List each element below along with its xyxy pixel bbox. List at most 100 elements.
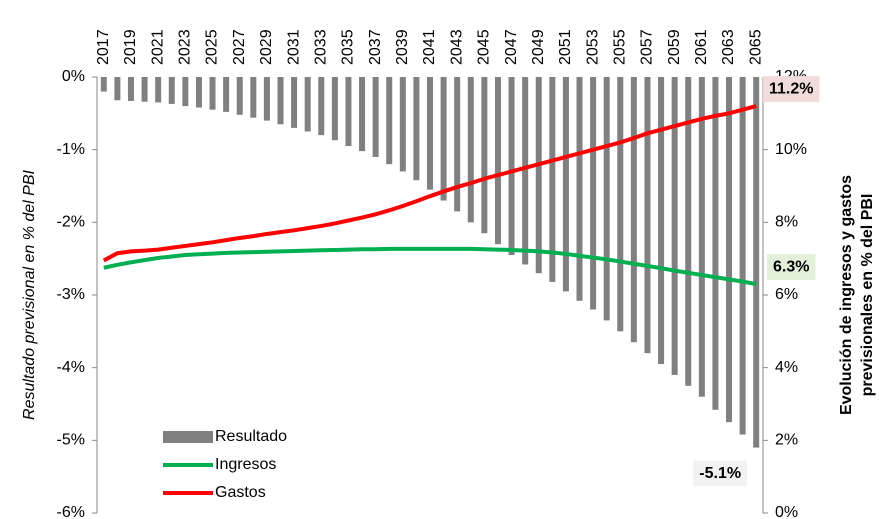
y-tick-label: -5% <box>57 432 85 449</box>
y-tick-label: -2% <box>57 214 85 231</box>
y2-tick-label: 4% <box>775 359 798 376</box>
y2-axis-title: previsionales en % del PBI <box>859 194 876 397</box>
bar <box>263 77 270 121</box>
bar <box>644 77 651 354</box>
x-tick-label: 2065 <box>747 29 764 65</box>
x-tick-label: 2017 <box>95 29 112 65</box>
x-tick-label: 2045 <box>476 29 493 65</box>
bar <box>467 77 474 223</box>
x-tick-label: 2021 <box>149 29 166 65</box>
x-tick-label: 2029 <box>258 29 275 65</box>
bar <box>345 77 352 147</box>
line <box>103 246 757 287</box>
bar <box>753 77 760 448</box>
bar <box>630 77 637 343</box>
bar <box>617 77 624 332</box>
bar <box>236 77 243 115</box>
line <box>102 104 757 263</box>
y-tick-label: -1% <box>57 141 85 158</box>
bar <box>318 77 325 136</box>
x-tick-label: 2031 <box>285 29 302 65</box>
bar <box>562 77 569 292</box>
value-label: 6.3% <box>773 258 809 275</box>
bar <box>726 77 733 423</box>
bar <box>127 77 134 101</box>
y-tick-label: 0% <box>62 68 85 85</box>
y-tick-label: -3% <box>57 286 85 303</box>
bar <box>277 77 284 125</box>
bar <box>549 77 556 282</box>
bar <box>712 77 719 410</box>
bar <box>454 77 461 212</box>
bar <box>440 77 447 201</box>
bar <box>100 77 107 92</box>
bar <box>685 77 692 386</box>
bar <box>182 77 189 107</box>
x-tick-label: 2043 <box>448 29 465 65</box>
y2-tick-label: 6% <box>775 286 798 303</box>
x-tick-label: 2049 <box>530 29 547 65</box>
x-tick-label: 2063 <box>720 29 737 65</box>
bar <box>195 77 202 108</box>
bar <box>359 77 366 152</box>
bar <box>386 77 393 165</box>
x-tick-label: 2025 <box>204 29 221 65</box>
bar <box>590 77 597 310</box>
legend-label: Gastos <box>215 484 266 501</box>
x-tick-label: 2061 <box>693 29 710 65</box>
y2-axis-title: Evolución de ingresos y gastos <box>838 175 855 415</box>
bar <box>535 77 542 274</box>
x-tick-label: 2019 <box>122 29 139 65</box>
x-tick-label: 2033 <box>312 29 329 65</box>
bar <box>427 77 433 190</box>
bar <box>481 77 488 234</box>
x-tick-label: 2053 <box>584 29 601 65</box>
x-tick-label: 2035 <box>340 29 357 65</box>
x-tick-label: 2023 <box>177 29 194 65</box>
bar <box>603 77 610 321</box>
y-axis-title: Resultado previsional en % del PBI <box>21 169 38 419</box>
y-tick-label: -6% <box>57 504 85 519</box>
bar <box>671 77 678 375</box>
legend-swatch <box>163 431 213 443</box>
y2-tick-label: 10% <box>775 141 807 158</box>
bar <box>522 77 529 265</box>
y-tick-label: -4% <box>57 359 85 376</box>
bar <box>250 77 257 118</box>
x-tick-label: 2059 <box>666 29 683 65</box>
bar <box>331 77 338 141</box>
bar <box>155 77 162 103</box>
x-tick-label: 2041 <box>421 29 438 65</box>
y2-tick-label: 8% <box>775 214 798 231</box>
y2-tick-label: 0% <box>775 504 798 519</box>
bar <box>114 77 121 101</box>
x-tick-label: 2055 <box>612 29 629 65</box>
x-tick-label: 2047 <box>503 29 520 65</box>
value-label-bg <box>693 460 748 487</box>
bar <box>141 77 148 102</box>
bar <box>372 77 379 157</box>
x-tick-label: 2037 <box>367 29 384 65</box>
bar <box>291 77 298 128</box>
bar <box>658 77 665 365</box>
bar <box>739 77 746 435</box>
bar <box>494 77 501 245</box>
bar <box>698 77 705 397</box>
value-label: 11.2% <box>769 80 813 97</box>
x-tick-label: 2027 <box>231 29 248 65</box>
x-tick-label: 2057 <box>639 29 656 65</box>
x-tick-label: 2051 <box>557 29 574 65</box>
x-tick-label: 2039 <box>394 29 411 65</box>
y2-tick-label: 2% <box>775 432 798 449</box>
bar <box>223 77 230 112</box>
legend-label: Ingresos <box>215 456 276 473</box>
bar <box>508 77 515 256</box>
value-label: -5.1% <box>699 465 741 482</box>
value-label-bg <box>766 254 816 281</box>
value-label-bg <box>762 76 820 103</box>
bar <box>168 77 175 104</box>
bar <box>209 77 216 110</box>
bar <box>304 77 311 132</box>
bar <box>399 77 406 172</box>
